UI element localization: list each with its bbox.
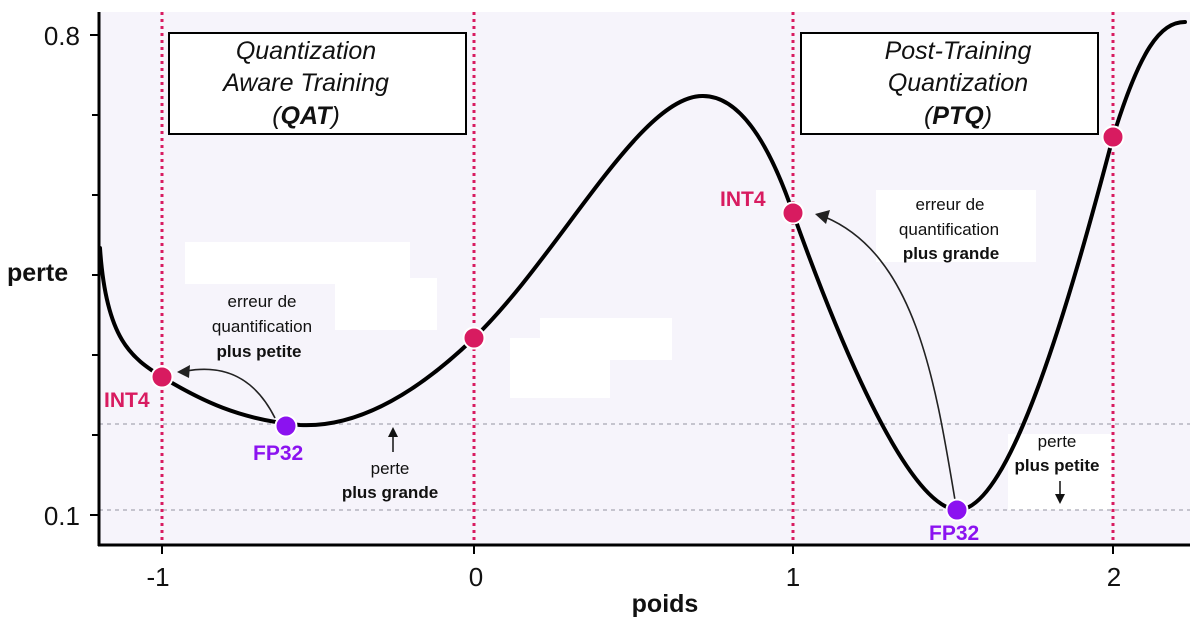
x-tick-label: -1 xyxy=(146,562,169,592)
y-tick-label: 0.1 xyxy=(44,501,80,531)
svg-text:plus grande: plus grande xyxy=(342,483,438,502)
ptq-title-line2: Quantization xyxy=(888,69,1028,97)
point-origin xyxy=(462,326,486,350)
y-axis-ticks xyxy=(90,34,99,516)
label-fp32-ptq: FP32 xyxy=(929,522,979,545)
arrow-head xyxy=(177,365,190,378)
label-int4-qat: INT4 xyxy=(104,389,150,412)
svg-text:plus grande: plus grande xyxy=(903,244,999,263)
x-tick-label: 1 xyxy=(786,562,800,592)
svg-text:erreur de: erreur de xyxy=(228,292,297,311)
arrow-head xyxy=(815,210,830,224)
point-right xyxy=(1101,125,1125,149)
y-tick-label: 0.8 xyxy=(44,21,80,51)
svg-text:perte: perte xyxy=(1038,432,1077,451)
point-fp32-ptq xyxy=(945,498,969,522)
integer-gridlines xyxy=(160,12,1115,545)
annotation-ptq-loss: perte plus petite xyxy=(1014,432,1099,475)
svg-text:quantification: quantification xyxy=(212,317,312,336)
annotation-qat-error: erreur de quantification plus petite xyxy=(212,292,312,361)
annotation-qat-loss: perte plus grande xyxy=(342,459,438,502)
qat-title-line3: (QAT) xyxy=(272,102,340,130)
background-patches xyxy=(185,190,1112,510)
svg-text:erreur de: erreur de xyxy=(916,195,985,214)
x-tick-label: 0 xyxy=(469,562,483,592)
svg-text:perte: perte xyxy=(371,459,410,478)
x-tick-label: 2 xyxy=(1107,562,1121,592)
label-fp32-qat: FP32 xyxy=(253,442,303,465)
x-axis-ticks xyxy=(161,545,1114,554)
point-int4-qat xyxy=(150,365,174,389)
svg-text:plus petite: plus petite xyxy=(1014,456,1099,475)
x-axis-title: poids xyxy=(632,590,699,618)
annotation-ptq-error: erreur de quantification plus grande xyxy=(899,195,999,263)
y-axis-title: perte xyxy=(7,259,68,287)
arrow-head xyxy=(388,427,398,437)
arrow-head xyxy=(1055,494,1065,504)
qat-title-line2: Aware Training xyxy=(221,69,389,97)
point-int4-ptq xyxy=(781,201,805,225)
qat-title-box: Quantization Aware Training (QAT) xyxy=(168,32,467,135)
qat-title-line1: Quantization xyxy=(236,37,376,65)
svg-text:plus petite: plus petite xyxy=(216,342,301,361)
arrow-ptq-error xyxy=(824,216,956,501)
ptq-title-box: Post-Training Quantization (PTQ) xyxy=(800,32,1099,135)
ptq-title-line3: (PTQ) xyxy=(924,102,992,130)
point-fp32-qat xyxy=(274,414,298,438)
arrow-qat-error xyxy=(185,368,276,419)
label-int4-ptq: INT4 xyxy=(720,188,766,211)
svg-text:quantification: quantification xyxy=(899,220,999,239)
loss-curve xyxy=(98,20,1187,513)
ptq-title-line1: Post-Training xyxy=(885,37,1032,65)
